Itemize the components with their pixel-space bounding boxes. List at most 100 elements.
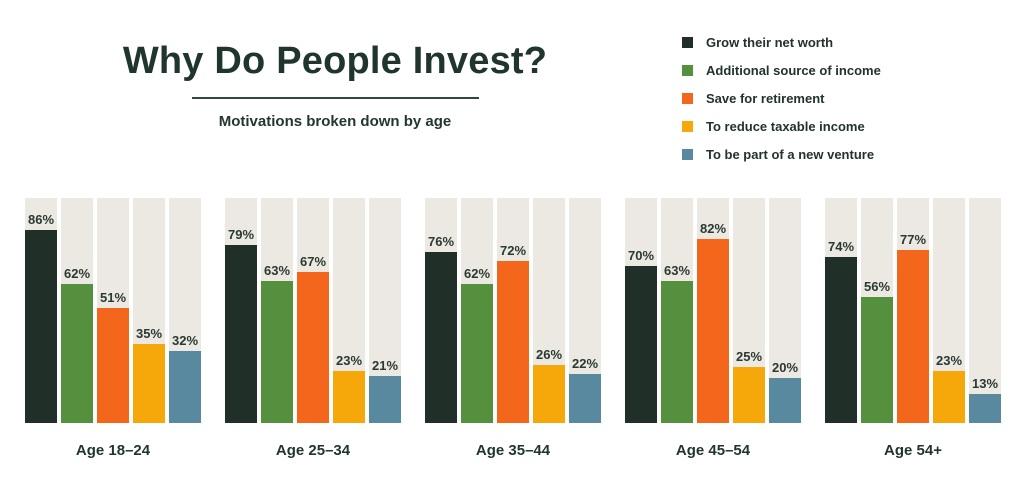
bar-track: 79% <box>225 198 257 423</box>
bar <box>861 297 893 423</box>
page-subtitle: Motivations broken down by age <box>218 113 452 130</box>
bar <box>625 265 657 423</box>
bar-track: 67% <box>297 198 329 423</box>
category-label: Age 18–24 <box>75 442 151 459</box>
value-label: 86% <box>27 211 55 227</box>
bar-group: 70% 63% 82% 25% 20% <box>625 198 801 423</box>
legend-swatch-icon <box>682 92 693 104</box>
bar-track: 63% <box>661 198 693 423</box>
legend-swatch-icon <box>682 120 693 132</box>
bar <box>933 371 965 423</box>
bar <box>825 256 857 423</box>
value-label: 62% <box>463 265 491 281</box>
value-label: 23% <box>335 353 363 369</box>
bar <box>133 344 165 423</box>
bar-track: 63% <box>261 198 293 423</box>
bar-group: 79% 63% 67% 23% 21% <box>225 198 401 423</box>
header: Why Do People Invest? Motivations broken… <box>80 40 590 130</box>
bar-track: 35% <box>133 198 165 423</box>
value-label: 76% <box>427 234 455 249</box>
value-label: 62% <box>63 265 91 281</box>
bar-track: 25% <box>733 198 765 423</box>
bar <box>497 261 529 423</box>
bar-track: 21% <box>369 198 401 423</box>
value-label: 72% <box>499 243 527 258</box>
bar-track: 62% <box>461 198 493 423</box>
bar-track: 56% <box>861 198 893 423</box>
bar <box>661 281 693 423</box>
legend-label: Additional source of income <box>706 62 881 78</box>
legend-label: To reduce taxable income <box>706 118 865 134</box>
bar <box>333 371 365 423</box>
bar-track: 32% <box>169 198 201 423</box>
value-label: 63% <box>663 263 691 279</box>
bar <box>61 283 93 423</box>
bar-chart: 86% 62% 51% 35% 32% 79% 63% 67% 23% 21% 76% 62% 72% 2… <box>25 198 1001 423</box>
value-label: 23% <box>935 353 963 369</box>
bar <box>769 378 801 423</box>
value-label: 26% <box>535 346 563 362</box>
bar <box>533 364 565 423</box>
value-label: 21% <box>371 357 399 373</box>
category-label: Age 35–44 <box>475 442 551 459</box>
value-label: 35% <box>135 326 163 342</box>
value-label: 13% <box>971 375 999 391</box>
value-label: 77% <box>899 231 927 247</box>
bar-track: 51% <box>97 198 129 423</box>
bar <box>461 283 493 423</box>
bar-track: 13% <box>969 198 1001 423</box>
value-label: 74% <box>827 238 855 254</box>
bar-group: 74% 56% 77% 23% 13% <box>825 198 1001 423</box>
value-label: 22% <box>571 355 599 371</box>
bar <box>97 308 129 423</box>
bar <box>261 281 293 423</box>
legend-swatch-icon <box>682 36 693 48</box>
legend-swatch-icon <box>682 148 693 160</box>
bar-track: 26% <box>533 198 565 423</box>
legend-item: To be part of a new venture <box>682 146 881 162</box>
bar-group: 86% 62% 51% 35% 32% <box>25 198 201 423</box>
bar-group: 76% 62% 72% 26% 22% <box>425 198 601 423</box>
bar-track: 20% <box>769 198 801 423</box>
bar-track: 72% <box>497 198 529 423</box>
bar <box>969 393 1001 423</box>
bar-track: 82% <box>697 198 729 423</box>
legend-item: Grow their net worth <box>682 34 881 50</box>
value-label: 56% <box>863 279 891 294</box>
legend-item: To reduce taxable income <box>682 118 881 134</box>
category-label: Age 25–34 <box>275 442 351 459</box>
value-label: 82% <box>699 220 727 236</box>
page-title: Why Do People Invest? <box>122 40 548 82</box>
value-label: 32% <box>171 333 199 348</box>
bar-track: 76% <box>425 198 457 423</box>
value-label: 63% <box>263 263 291 279</box>
bar <box>169 351 201 423</box>
value-label: 51% <box>99 290 127 306</box>
bar <box>697 238 729 423</box>
category-label: Age 54+ <box>884 442 942 459</box>
legend-label: Grow their net worth <box>706 34 834 50</box>
title-underline <box>191 97 479 99</box>
bar <box>225 245 257 423</box>
legend-item: Save for retirement <box>682 90 881 106</box>
bar-track: 70% <box>625 198 657 423</box>
value-label: 20% <box>771 360 799 375</box>
value-label: 67% <box>299 254 327 270</box>
bar <box>425 252 457 423</box>
bar <box>569 373 601 423</box>
value-label: 79% <box>227 227 255 243</box>
category-labels: Age 18–24 Age 25–34 Age 35–44 Age 45–54 Age … <box>25 442 1001 459</box>
bar <box>297 272 329 423</box>
bar-track: 23% <box>933 198 965 423</box>
bar-track: 77% <box>897 198 929 423</box>
legend-item: Additional source of income <box>682 62 881 78</box>
bar-track: 62% <box>61 198 93 423</box>
legend-swatch-icon <box>682 64 693 76</box>
value-label: 25% <box>735 348 763 364</box>
value-label: 70% <box>627 247 655 263</box>
bar <box>897 249 929 423</box>
legend-label: To be part of a new venture <box>706 146 875 162</box>
legend-label: Save for retirement <box>706 90 825 106</box>
bar <box>369 375 401 423</box>
